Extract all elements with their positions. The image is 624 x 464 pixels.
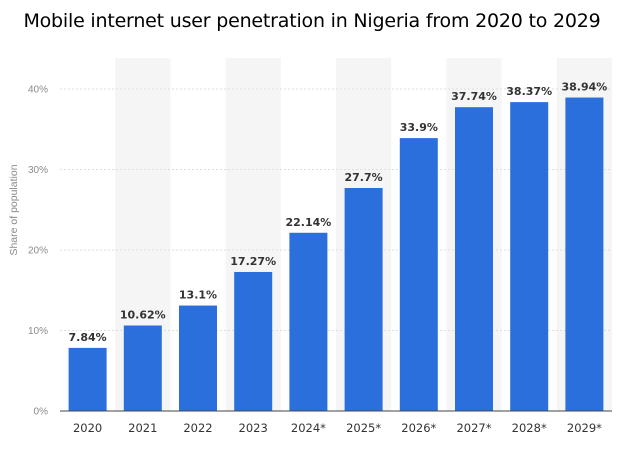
data-label: 17.27%	[230, 255, 276, 268]
data-label: 37.74%	[451, 90, 497, 103]
y-axis-ticks: 0% 10% 20% 30% 40%	[28, 85, 48, 418]
bars	[68, 97, 604, 412]
x-tick-label: 2023	[239, 421, 268, 435]
bar	[234, 271, 273, 411]
data-labels: 7.84% 10.62% 13.1% 17.27% 22.14% 27.7% 33.9% 37…	[69, 81, 608, 344]
x-tick-label: 2022	[183, 421, 212, 435]
x-tick-label: 2029*	[567, 421, 602, 435]
data-label: 33.9%	[400, 121, 438, 134]
data-label: 13.1%	[179, 289, 217, 302]
x-tick-label: 2024*	[291, 421, 326, 435]
y-tick-label: 10%	[28, 326, 48, 337]
bar	[510, 102, 549, 412]
data-label: 38.94%	[561, 81, 607, 94]
data-label: 38.37%	[506, 85, 552, 98]
y-axis-title: Share of population	[8, 164, 20, 255]
bar	[565, 97, 604, 412]
x-tick-label: 2028*	[512, 421, 547, 435]
x-tick-label: 2026*	[401, 421, 436, 435]
bar	[68, 347, 107, 411]
x-axis-labels: 2020 2021 2022 2023 2024* 2025* 2026* 2027* 2028…	[73, 421, 602, 435]
y-tick-label: 20%	[28, 246, 48, 257]
y-tick-label: 0%	[34, 407, 49, 418]
bar	[123, 325, 162, 411]
chart-title: Mobile internet user penetration in Nige…	[23, 10, 601, 32]
x-tick-label: 2020	[73, 421, 102, 435]
bar	[455, 107, 493, 412]
bar	[289, 232, 328, 411]
x-tick-label: 2027*	[456, 421, 491, 435]
y-tick-label: 40%	[28, 85, 48, 96]
bar	[179, 305, 217, 411]
x-tick-label: 2021	[128, 421, 157, 435]
bar	[399, 138, 438, 412]
y-tick-label: 30%	[28, 165, 48, 176]
x-tick-label: 2025*	[346, 421, 381, 435]
data-label: 10.62%	[120, 309, 166, 322]
bar	[344, 188, 383, 411]
data-label: 7.84%	[69, 331, 107, 344]
data-label: 27.7%	[345, 171, 383, 184]
data-label: 22.14%	[285, 216, 331, 229]
